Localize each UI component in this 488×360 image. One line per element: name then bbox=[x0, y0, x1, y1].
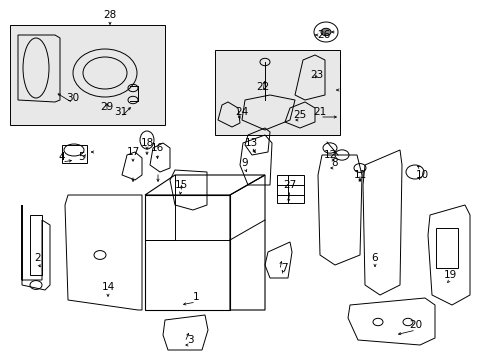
Text: 11: 11 bbox=[353, 170, 366, 180]
Text: 29: 29 bbox=[100, 102, 113, 112]
Text: 1: 1 bbox=[192, 292, 199, 302]
Text: 3: 3 bbox=[186, 335, 193, 345]
Text: 5: 5 bbox=[79, 152, 85, 162]
Circle shape bbox=[320, 28, 330, 36]
Text: 2: 2 bbox=[35, 253, 41, 263]
Text: 28: 28 bbox=[103, 10, 116, 20]
Text: 6: 6 bbox=[371, 253, 378, 263]
Bar bbox=[435, 228, 457, 268]
Text: 16: 16 bbox=[150, 143, 163, 153]
Text: 10: 10 bbox=[415, 170, 427, 180]
Text: 18: 18 bbox=[140, 138, 153, 148]
Text: 26: 26 bbox=[317, 30, 330, 40]
Text: 17: 17 bbox=[126, 147, 140, 157]
Bar bbox=[276, 175, 304, 203]
Text: 21: 21 bbox=[313, 107, 326, 117]
Bar bbox=[62, 145, 87, 163]
Text: 20: 20 bbox=[408, 320, 422, 330]
Text: 23: 23 bbox=[310, 70, 323, 80]
Text: 24: 24 bbox=[235, 107, 248, 117]
Text: 15: 15 bbox=[174, 180, 187, 190]
Text: 19: 19 bbox=[443, 270, 456, 280]
Text: 13: 13 bbox=[244, 138, 257, 148]
Text: 4: 4 bbox=[59, 152, 65, 162]
Text: 27: 27 bbox=[283, 180, 296, 190]
Bar bbox=[10, 25, 164, 125]
Text: 8: 8 bbox=[331, 158, 338, 168]
Text: 22: 22 bbox=[256, 82, 269, 92]
Text: 9: 9 bbox=[241, 158, 248, 168]
Text: 14: 14 bbox=[101, 282, 114, 292]
Text: 12: 12 bbox=[323, 150, 336, 160]
Bar bbox=[215, 50, 339, 135]
Text: 31: 31 bbox=[114, 107, 127, 117]
Text: 7: 7 bbox=[280, 263, 287, 273]
Text: 25: 25 bbox=[293, 110, 306, 120]
Text: 30: 30 bbox=[66, 93, 80, 103]
